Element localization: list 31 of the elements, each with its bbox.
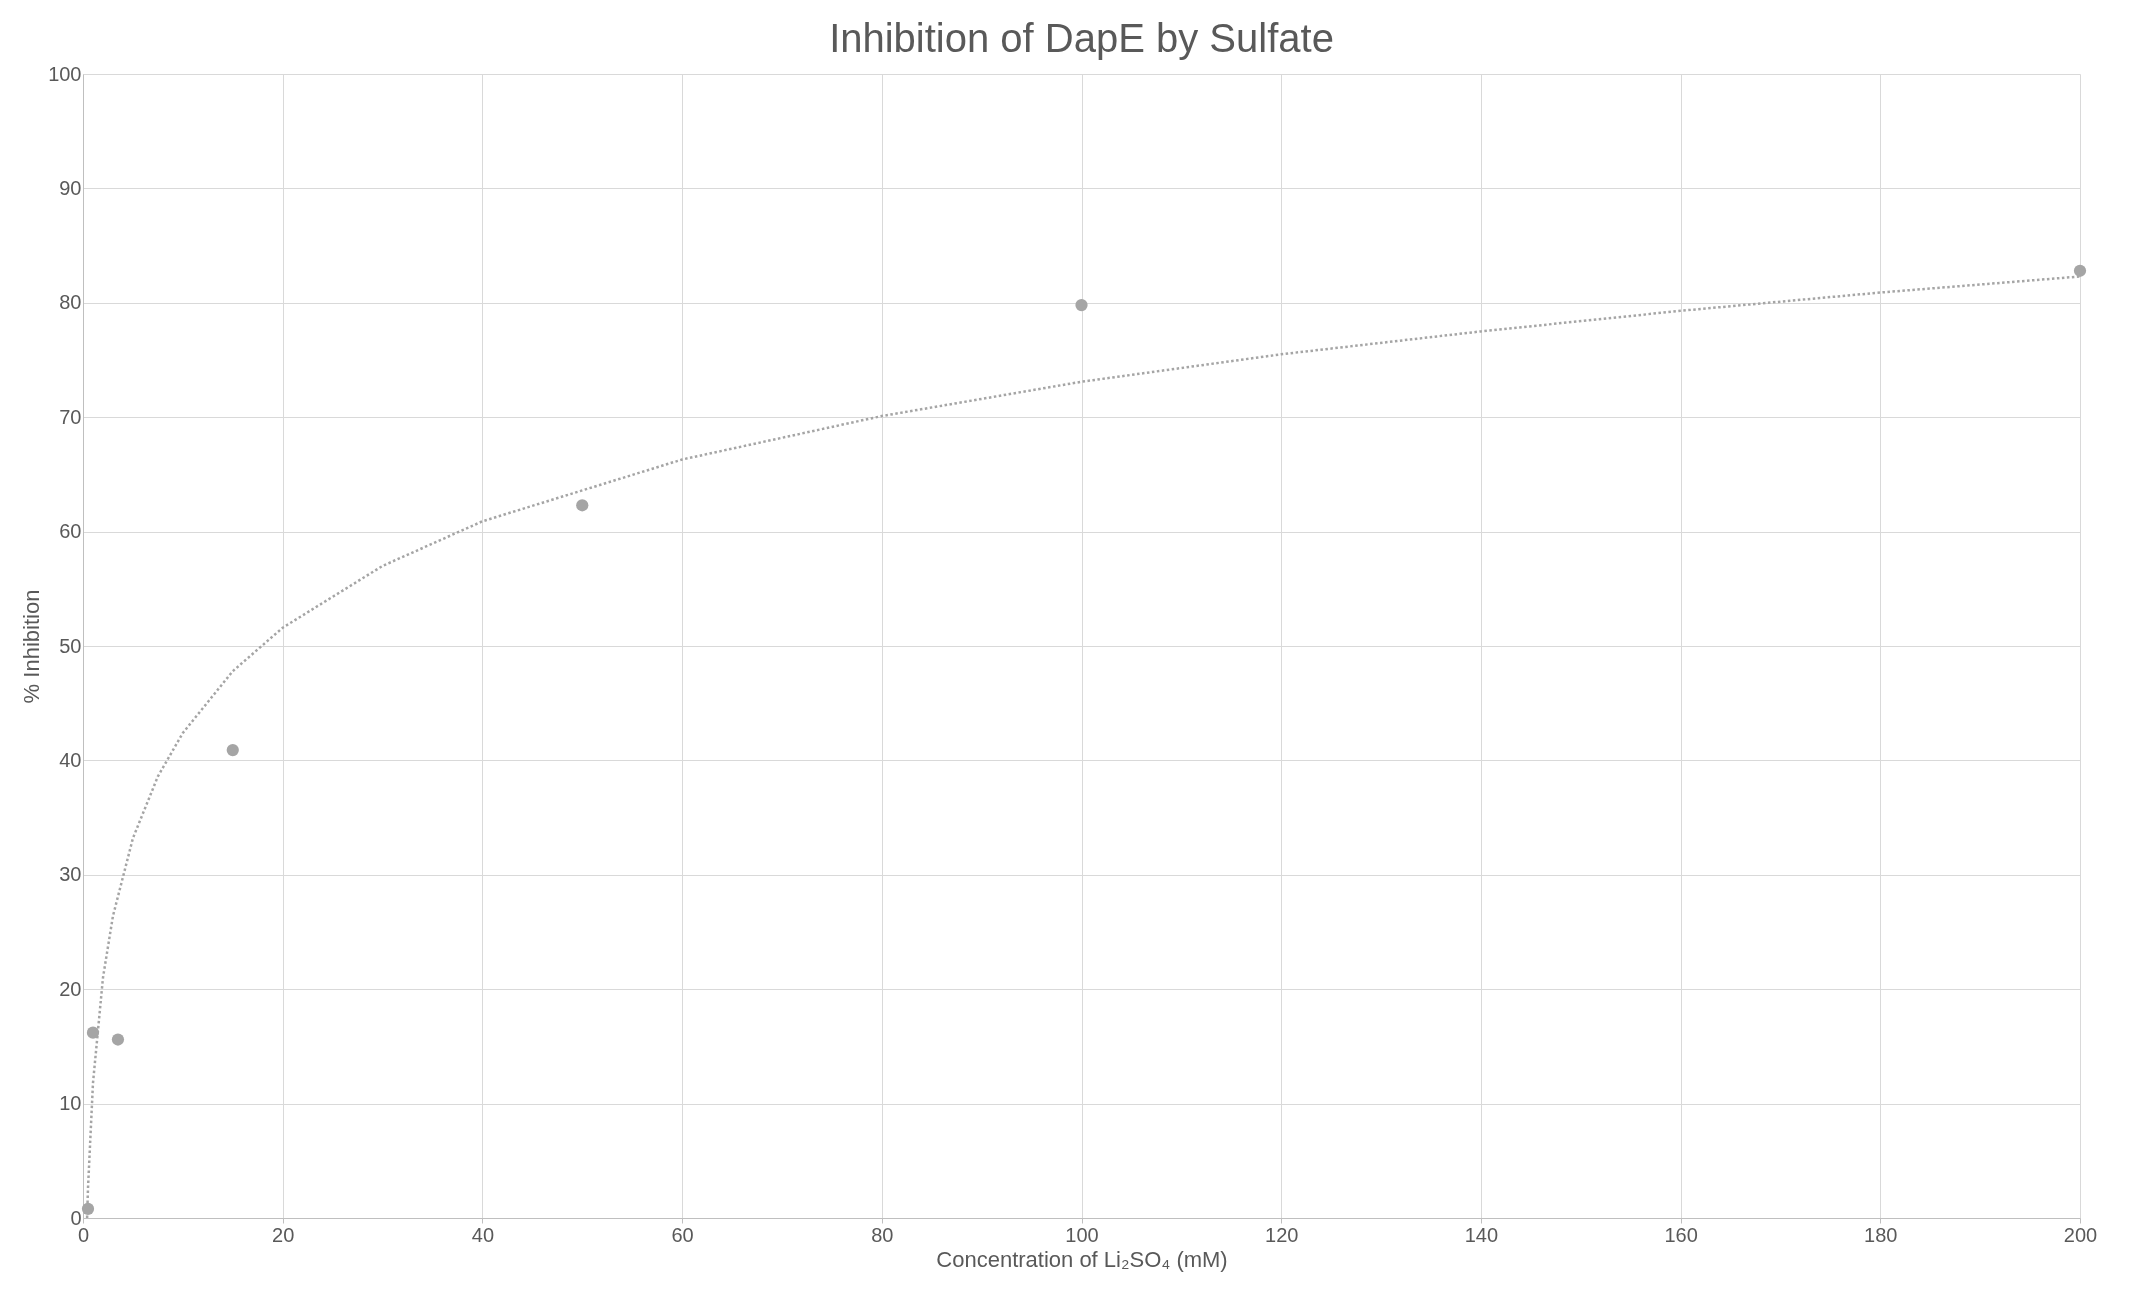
x-tick-label: 180 xyxy=(1864,1223,1898,1246)
y-tick-label: 100 xyxy=(48,62,82,85)
x-axis-title: Concentration of Li₂SO₄ (mM) xyxy=(936,1246,1228,1272)
y-tick-label: 60 xyxy=(59,520,82,543)
y-tick-label: 30 xyxy=(59,863,82,886)
y-tick-label: 80 xyxy=(59,291,82,314)
point xyxy=(1075,298,1088,312)
x-tick-label: 200 xyxy=(2063,1223,2098,1246)
y-tick-label: 70 xyxy=(59,405,82,428)
x-tick-label: 160 xyxy=(1664,1223,1698,1246)
x-tick-label: 60 xyxy=(671,1223,694,1246)
y-tick-label: 20 xyxy=(59,977,82,1000)
y-tick-label: 40 xyxy=(59,748,82,771)
point xyxy=(111,1033,125,1046)
point xyxy=(81,1202,95,1215)
y-tick-label: 90 xyxy=(59,176,82,199)
x-tick-label: 100 xyxy=(1065,1223,1099,1246)
point xyxy=(226,743,239,757)
y-tick-label: 10 xyxy=(59,1092,82,1115)
point xyxy=(576,499,589,512)
y-tick-label: 50 xyxy=(59,634,82,657)
x-tick-label: 40 xyxy=(471,1223,495,1246)
y-axis-title: % Inhibition xyxy=(19,589,45,704)
x-tick-label: 140 xyxy=(1464,1223,1499,1246)
x-tick-label: 80 xyxy=(871,1223,894,1246)
point xyxy=(86,1026,100,1039)
x-tick-label: 120 xyxy=(1265,1223,1299,1246)
point xyxy=(2073,264,2087,277)
chart-title: Inhibition of DapE by Sulfate xyxy=(829,16,1334,60)
y-tick-label: 0 xyxy=(70,1206,82,1229)
x-tick-label: 20 xyxy=(272,1223,295,1246)
